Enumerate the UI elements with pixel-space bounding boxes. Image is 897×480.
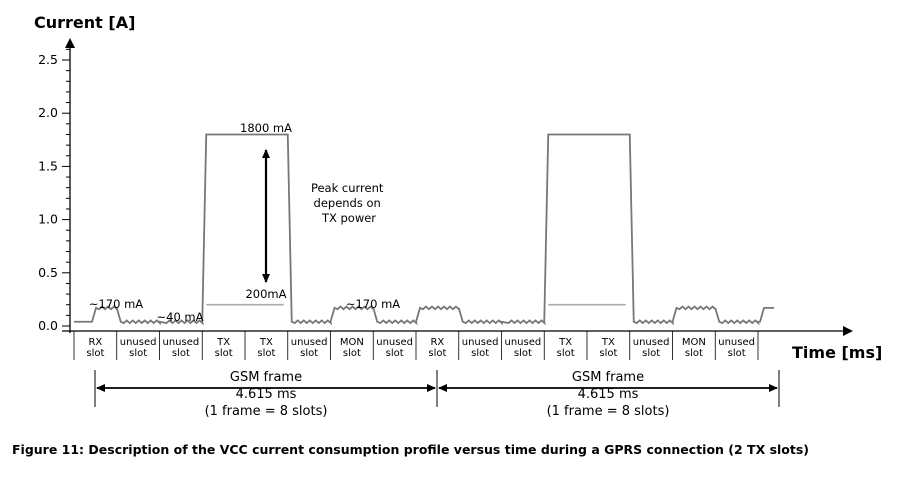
slot-label: TX slot	[215, 337, 233, 359]
y-tick-label: 0.0	[38, 318, 58, 333]
slot-label: unused slot	[120, 337, 157, 359]
slot-label: unused slot	[505, 337, 542, 359]
frame-2-duration: 4.615 ms	[578, 387, 639, 402]
slot-label: RX slot	[428, 337, 446, 359]
peak-note: Peak current depends on TX power	[311, 181, 387, 225]
peak-note-line-3: TX power	[321, 211, 376, 225]
frame-2-label: GSM frame	[572, 370, 644, 385]
y-axis-arrowhead	[65, 38, 75, 48]
gsm-frame-1: GSM frame 4.615 ms (1 frame = 8 slots)	[94, 370, 438, 419]
slot-label: MON slot	[682, 337, 706, 359]
y-axis-ticks: 0.0 0.5 1.0 1.5 2.0 2.5	[38, 48, 70, 333]
slot-label: unused slot	[376, 337, 413, 359]
slot-table: RX slot unused slot unused slot TX slot TX slot un…	[73, 331, 759, 360]
peak-current-label: 1800 mA	[240, 121, 292, 135]
y-tick-label: 0.5	[38, 265, 58, 280]
mon-current-label: ~170 mA	[346, 297, 400, 311]
slot-label: TX slot	[257, 337, 275, 359]
frame-2-note: (1 frame = 8 slots)	[547, 404, 670, 419]
slot-label: unused slot	[163, 337, 200, 359]
y-tick-label: 2.5	[38, 52, 58, 67]
slot-label: unused slot	[718, 337, 755, 359]
slot-label: TX slot	[557, 337, 575, 359]
gsm-frame-2: GSM frame 4.615 ms (1 frame = 8 slots)	[438, 370, 780, 419]
slot-label: unused slot	[462, 337, 499, 359]
slot-label: unused slot	[291, 337, 328, 359]
tx-200ma-label: 200mA	[245, 287, 286, 301]
slot-label: unused slot	[633, 337, 670, 359]
y-axis-title: Current [A]	[34, 13, 135, 32]
slot-label: MON slot	[340, 337, 364, 359]
frame-1-note: (1 frame = 8 slots)	[205, 404, 328, 419]
y-tick-label: 2.0	[38, 105, 58, 120]
peak-note-line-1: Peak current	[311, 181, 384, 195]
current-waveform	[74, 133, 774, 326]
y-tick-label: 1.0	[38, 212, 58, 227]
idle-current-label: ~40 mA	[157, 310, 204, 324]
y-tick-label: 1.5	[38, 158, 58, 173]
peak-note-line-2: depends on	[314, 196, 381, 210]
x-axis-arrowhead	[843, 326, 853, 336]
slot-label: TX slot	[599, 337, 617, 359]
frame-1-duration: 4.615 ms	[236, 387, 297, 402]
figure-caption: Figure 11: Description of the VCC curren…	[12, 442, 810, 457]
rx-current-label: ~170 mA	[89, 297, 143, 311]
slot-label: RX slot	[86, 337, 104, 359]
frame-1-label: GSM frame	[230, 370, 302, 385]
current-profile-chart: 0.0 0.5 1.0 1.5 2.0 2.5 Current [A] Time [ms]…	[34, 13, 882, 419]
x-axis-title: Time [ms]	[792, 343, 882, 362]
